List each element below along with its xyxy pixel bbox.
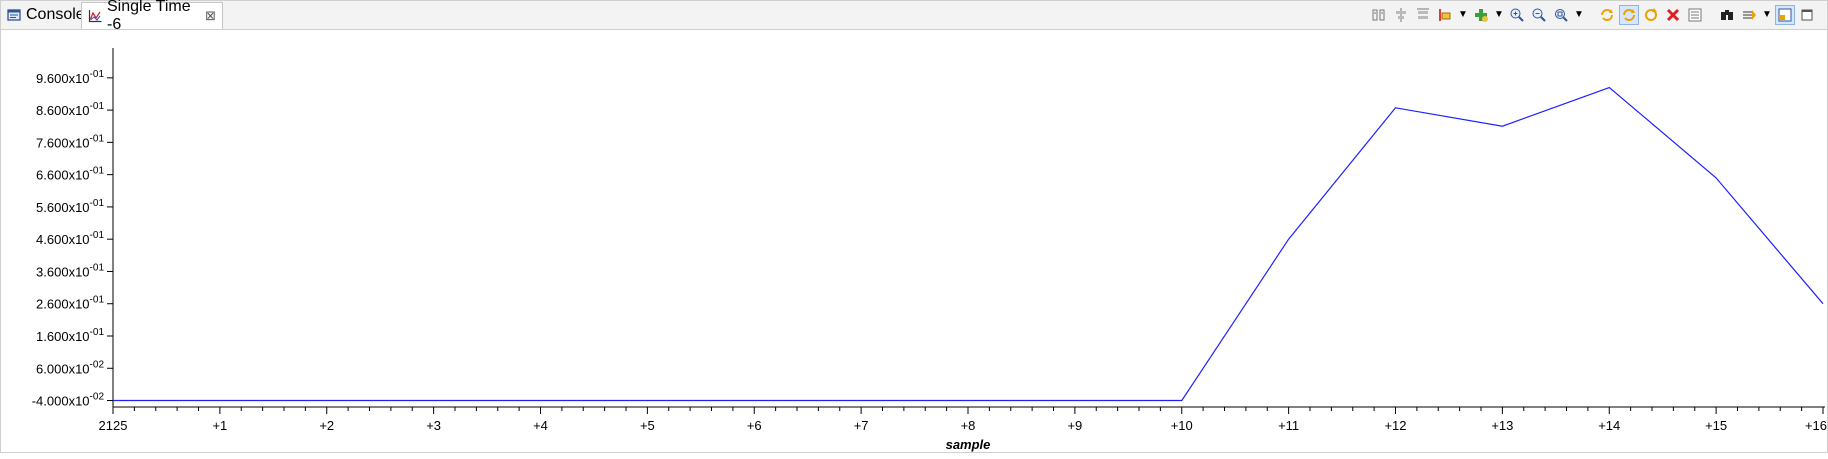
series-line [113, 86, 1824, 402]
x-tick-label: +8 [961, 418, 976, 433]
x-axis-label: sample [946, 437, 991, 452]
y-tick-label: 8.600x10-01 [36, 101, 104, 118]
tab-console-label: Console [26, 6, 85, 23]
columns-icon[interactable] [1369, 5, 1389, 25]
zoom-out-icon[interactable] [1529, 5, 1549, 25]
zoom-in-icon[interactable] [1507, 5, 1527, 25]
x-tick-label: +1 [212, 418, 227, 433]
dropdown-arrow-icon[interactable]: ▼ [1762, 9, 1772, 20]
dropdown-arrow-icon[interactable]: ▼ [1574, 9, 1584, 20]
zoom-fit-icon[interactable] [1551, 5, 1571, 25]
console-icon [7, 8, 21, 22]
y-tick-label: 3.600x10-01 [36, 262, 104, 279]
y-tick-label: 7.600x10-01 [36, 133, 104, 150]
x-tick-label: +10 [1171, 418, 1193, 433]
y-tick-label: 9.600x10-01 [36, 69, 104, 86]
dropdown-arrow-icon[interactable]: ▼ [1458, 9, 1468, 20]
tab-single-time-label: Single Time -6 [107, 0, 191, 33]
x-tick-label: +4 [533, 418, 548, 433]
y-tick-label: 4.600x10-01 [36, 230, 104, 247]
x-tick-label: +15 [1705, 418, 1727, 433]
x-tick-label: +3 [426, 418, 441, 433]
align-center-icon[interactable] [1391, 5, 1411, 25]
x-tick-label: 2125 [99, 418, 128, 433]
delete-icon[interactable] [1663, 5, 1683, 25]
x-tick-label: +12 [1384, 418, 1406, 433]
chart-icon [88, 9, 102, 23]
x-tick-label: +7 [854, 418, 869, 433]
cursor-icon[interactable] [1435, 5, 1455, 25]
x-tick-label: +5 [640, 418, 655, 433]
y-tick-label: 6.000x10-02 [36, 359, 104, 376]
y-tick-label: 1.600x10-01 [36, 327, 104, 344]
properties-icon[interactable] [1685, 5, 1705, 25]
y-tick-label: 2.600x10-01 [36, 295, 104, 312]
x-tick-label: +9 [1067, 418, 1082, 433]
tab-console[interactable]: Console [1, 2, 85, 28]
close-tab-icon[interactable]: ⊠ [205, 8, 216, 23]
refresh-icon[interactable] [1597, 5, 1617, 25]
x-tick-label: +13 [1491, 418, 1513, 433]
tab-single-time[interactable]: Single Time -6 ⊠ [81, 0, 223, 33]
layout-icon[interactable] [1775, 5, 1795, 25]
line-chart: 9.600x10-01 8.600x10-01 7.600x10-01 6.600x1… [32, 48, 1827, 452]
tab-bar: Console Single Time -6 ⊠ ▼ ▼ ▼ [1, 0, 1827, 33]
maximize-icon[interactable] [1797, 5, 1817, 25]
auto-refresh-icon[interactable] [1619, 5, 1639, 25]
add-measure-icon[interactable] [1471, 5, 1491, 25]
y-tick-label: -4.000x10-02 [32, 392, 105, 409]
x-tick-label: +14 [1598, 418, 1620, 433]
y-tick-label: 5.600x10-01 [36, 198, 104, 215]
align-top-icon[interactable] [1413, 5, 1433, 25]
y-tick-label: 6.600x10-01 [36, 166, 104, 183]
x-tick-label: +6 [747, 418, 762, 433]
find-icon[interactable] [1717, 5, 1737, 25]
continuous-refresh-icon[interactable] [1641, 5, 1661, 25]
view-toolbar: ▼ ▼ ▼ ▼ [1369, 4, 1817, 26]
plot-area[interactable]: 9.600x10-01 8.600x10-01 7.600x10-01 6.600x1… [1, 30, 1827, 454]
dropdown-arrow-icon[interactable]: ▼ [1494, 9, 1504, 20]
x-tick-label: +11 [1278, 418, 1299, 433]
x-tick-label: +16 [1805, 418, 1827, 433]
export-icon[interactable] [1739, 5, 1759, 25]
x-tick-label: +2 [319, 418, 334, 433]
